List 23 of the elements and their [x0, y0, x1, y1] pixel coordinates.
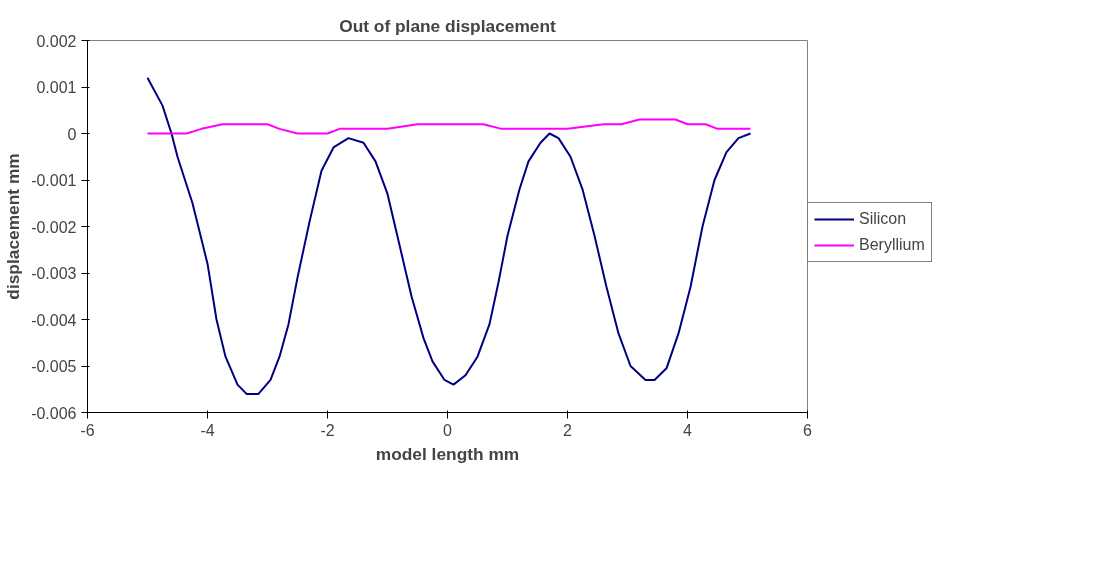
x-tick-label: 0 [443, 421, 453, 439]
x-tick-label: -4 [200, 421, 215, 439]
y-axis-title: displacement mm [3, 153, 24, 300]
x-axis-title: model length mm [375, 443, 520, 464]
x-tick-label: -2 [320, 421, 335, 439]
y-tick-label: -0.004 [31, 311, 77, 329]
line-series [146, 76, 752, 395]
x-tick-label: 6 [803, 421, 813, 439]
y-tick-label: -0.002 [31, 218, 77, 236]
legend-label: Beryllium [859, 236, 925, 254]
x-tick-label: -6 [80, 421, 95, 439]
y-tick-label: -0.005 [31, 358, 77, 375]
legend-label: Silicon [859, 210, 907, 228]
y-tick-label: 0.002 [36, 32, 77, 50]
x-tick-label: 2 [563, 421, 573, 439]
y-tick-label: 0 [67, 125, 77, 143]
y-tick-label: -0.006 [31, 404, 77, 422]
chart-title: Out of plane displacement [339, 15, 557, 36]
y-tick-label: 0.001 [36, 79, 77, 96]
line-series [146, 118, 752, 135]
y-tick-label: -0.003 [31, 265, 77, 282]
x-tick-label: 4 [683, 421, 693, 439]
y-tick-label: -0.001 [31, 172, 77, 189]
